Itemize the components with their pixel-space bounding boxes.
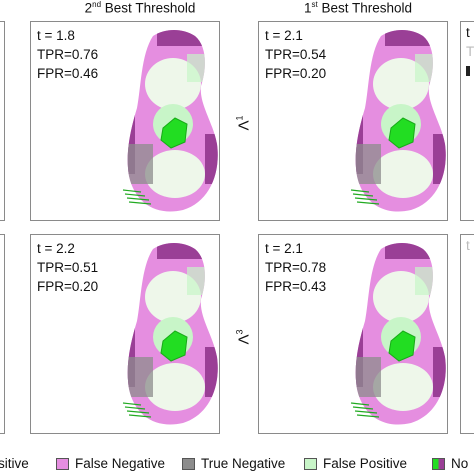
panel-2nd-lambda3: t = 2.2 TPR=0.51 FPR=0.20 [30, 234, 220, 434]
segmentation-map [345, 237, 448, 433]
stats-block: t = 2.2 TPR=0.51 FPR=0.20 [37, 239, 98, 296]
segmentation-map [117, 237, 220, 433]
left-cutoff-panel-row1 [0, 21, 5, 221]
true-negative-swatch [182, 457, 195, 470]
legend-true-positive: sitive [0, 456, 29, 471]
row-label-lambda1: Λ1 [235, 115, 253, 130]
threshold-value: t = 2.1 [265, 241, 303, 256]
threshold-value: t = 1.8 [37, 28, 75, 43]
legend-true-positive-label: sitive [0, 456, 29, 471]
stats-block: t = 2.1 TPR=0.54 FPR=0.20 [265, 26, 326, 83]
threshold-value: t = 2.1 [265, 28, 303, 43]
header-second-sup: nd [92, 0, 102, 9]
tpr-value: TPR=0.76 [37, 47, 99, 62]
tpr-value: TPR=0.54 [265, 47, 327, 62]
header-second-best-threshold: 2nd Best Threshold [30, 0, 250, 20]
header-first-sup: st [311, 0, 318, 9]
no-change-swatch [432, 457, 445, 470]
row-label-lambda1-base: Λ [235, 120, 253, 131]
panel-2nd-lambda1: t = 1.8 TPR=0.76 FPR=0.46 [30, 21, 220, 221]
right-edge-text-t: t [466, 25, 470, 40]
segmentation-map [345, 24, 448, 220]
legend-false-positive: False Positive [304, 456, 407, 471]
false-positive-swatch [304, 457, 317, 470]
fpr-value: FPR=0.20 [37, 279, 99, 294]
panel-1st-lambda3: t = 2.1 TPR=0.78 FPR=0.43 [258, 234, 448, 434]
threshold-value: t = 2.2 [37, 241, 75, 256]
right-edge-bar [466, 66, 470, 76]
stats-block: t = 2.1 TPR=0.78 FPR=0.43 [265, 239, 326, 296]
header-second-prefix: 2 [84, 0, 93, 16]
row-label-lambda1-sup: 1 [234, 115, 245, 121]
left-cutoff-panel-row2 [0, 234, 5, 434]
false-negative-swatch [56, 457, 69, 470]
fpr-value: FPR=0.20 [265, 66, 327, 81]
fpr-value: FPR=0.43 [265, 279, 327, 294]
legend-false-negative: False Negative [56, 456, 165, 471]
right-cutoff-panel-row2: t [460, 234, 474, 434]
segmentation-map [117, 24, 220, 220]
legend-no-change: No [432, 456, 468, 471]
right-edge-text-T: T [466, 44, 474, 59]
header-second-rest: Best Threshold [101, 0, 196, 16]
stats-block: t = 1.8 TPR=0.76 FPR=0.46 [37, 26, 98, 83]
legend-true-negative: True Negative [182, 456, 285, 471]
right-edge-text-t2: t [466, 238, 470, 253]
tpr-value: TPR=0.51 [37, 260, 99, 275]
legend: sitive False Negative True Negative Fals… [0, 454, 474, 474]
row-label-lambda3: Λ3 [235, 329, 253, 344]
legend-false-negative-label: False Negative [75, 456, 166, 471]
legend-no-change-label: No [451, 456, 469, 471]
row-label-lambda3-base: Λ [235, 334, 253, 345]
panel-1st-lambda1: t = 2.1 TPR=0.54 FPR=0.20 [258, 21, 448, 221]
legend-true-negative-label: True Negative [201, 456, 286, 471]
header-first-rest: Best Threshold [317, 0, 413, 16]
header-first-prefix: 1 [303, 0, 312, 16]
row-label-lambda3-sup: 3 [234, 329, 245, 335]
right-cutoff-panel-row1: t T [460, 21, 474, 221]
header-first-best-threshold: 1st Best Threshold [248, 0, 468, 20]
fpr-value: FPR=0.46 [37, 66, 99, 81]
tpr-value: TPR=0.78 [265, 260, 327, 275]
legend-false-positive-label: False Positive [323, 456, 408, 471]
